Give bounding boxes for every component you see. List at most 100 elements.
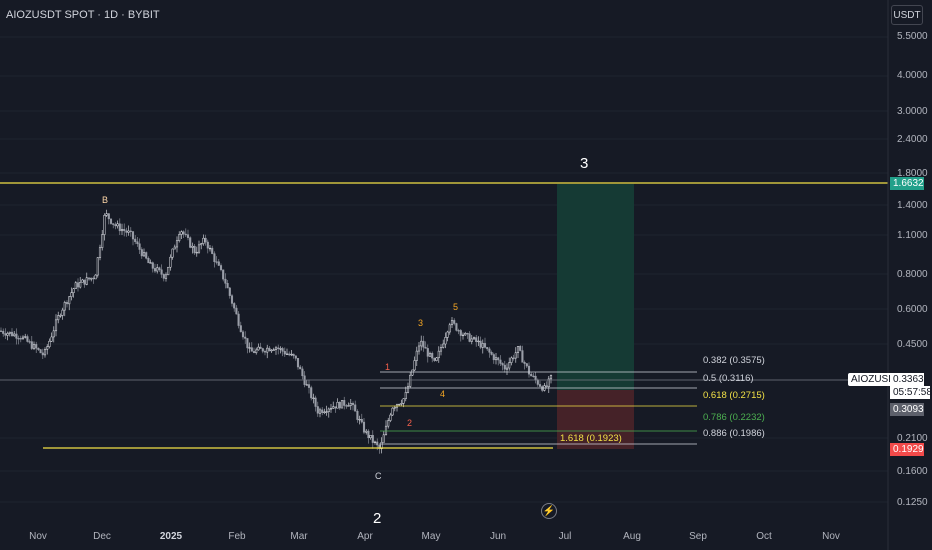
candle-body [94, 274, 97, 280]
x-tick: Jun [489, 531, 507, 542]
candle-body [120, 229, 124, 232]
x-tick: Nov [822, 531, 840, 542]
candle-body [266, 347, 269, 353]
candle-body [250, 347, 253, 352]
wave-label-5: 5 [453, 302, 459, 312]
lightning-icon[interactable]: ⚡ [541, 503, 557, 519]
y-tick: 3.0000 [897, 106, 928, 117]
candle-body [30, 341, 33, 349]
candle-body [499, 359, 502, 364]
candle-body [296, 358, 300, 368]
candle-body [233, 303, 236, 309]
candle-body [371, 435, 374, 443]
candle-body [180, 231, 183, 235]
candle-body [182, 231, 185, 235]
candle-body [373, 441, 377, 443]
candle-body [387, 420, 390, 427]
candle-body [444, 337, 447, 345]
chart-grid [0, 36, 888, 503]
profit-zone[interactable] [557, 184, 634, 390]
candle-body [90, 277, 93, 280]
candle-body [0, 330, 3, 332]
candle-body [301, 368, 304, 377]
candle-body [136, 241, 139, 245]
candle-body [292, 353, 295, 357]
y-tick: 5.5000 [897, 31, 928, 42]
candle-body [173, 246, 176, 250]
candle-body [208, 247, 212, 250]
candle-body [211, 247, 214, 254]
candle-body [13, 333, 16, 337]
candle-body [409, 374, 412, 387]
candle-body [17, 338, 20, 340]
x-tick: Jul [558, 531, 572, 542]
candle-body [336, 401, 339, 409]
candle-body [109, 218, 113, 224]
candle-body [340, 400, 344, 409]
candle-body [65, 302, 69, 305]
loss-zone[interactable] [557, 390, 634, 449]
candle-body [479, 340, 482, 348]
candle-body [79, 282, 82, 288]
candle-body [468, 333, 471, 342]
candle-body [191, 245, 194, 248]
candle-body [382, 434, 385, 443]
candle-body [63, 302, 66, 311]
candle-body [197, 244, 201, 253]
candle-body [50, 336, 53, 342]
candle-body [28, 341, 31, 343]
candle-body [477, 340, 480, 343]
candle-body [349, 403, 352, 406]
candle-body [215, 261, 218, 263]
candle-body [400, 403, 403, 405]
candle-body [206, 241, 209, 249]
wave-label-big-3: 3 [580, 155, 589, 172]
fib-label-0382: 0.382 (0.3575) [703, 355, 765, 366]
candle-body [134, 238, 137, 242]
candle-body [424, 346, 427, 349]
candle-body [226, 283, 229, 289]
candle-body [391, 407, 394, 416]
stop-level-badge: 0.3093 [890, 403, 924, 416]
candle-body [310, 387, 313, 399]
candle-body [164, 274, 168, 279]
candle-body [19, 338, 22, 340]
y-tick: 0.4500 [897, 339, 928, 350]
candle-body [54, 319, 58, 332]
candle-body [453, 320, 456, 324]
candle-body [268, 347, 271, 352]
candle-body [360, 419, 363, 423]
candle-body [521, 350, 524, 363]
candle-body [435, 357, 438, 361]
candle-body [378, 444, 381, 449]
candle-body [35, 344, 38, 349]
currency-button[interactable]: USDT [891, 5, 923, 25]
candle-body [426, 348, 429, 357]
candle-body [439, 347, 443, 352]
candle-body [114, 224, 117, 227]
candle-body [406, 386, 410, 393]
candle-body [127, 230, 130, 233]
candle-body [81, 279, 84, 283]
candle-body [354, 404, 357, 412]
x-tick: Apr [357, 531, 373, 542]
candle-body [376, 441, 379, 446]
candle-body [87, 277, 91, 280]
candle-body [252, 351, 256, 354]
candle-body [274, 347, 278, 350]
candle-body [464, 332, 467, 336]
candle-body [39, 349, 42, 354]
candle-body [171, 248, 174, 258]
candle-body [76, 282, 80, 288]
candle-body [525, 363, 528, 367]
candle-body [329, 408, 333, 410]
wave-label-c: C [375, 471, 382, 481]
candle-body [116, 223, 119, 227]
candle-body [398, 403, 401, 406]
candle-body [138, 243, 141, 250]
candle-body [2, 330, 5, 334]
candle-body [105, 213, 108, 216]
candle-body [72, 288, 75, 293]
candle-body [162, 274, 165, 279]
